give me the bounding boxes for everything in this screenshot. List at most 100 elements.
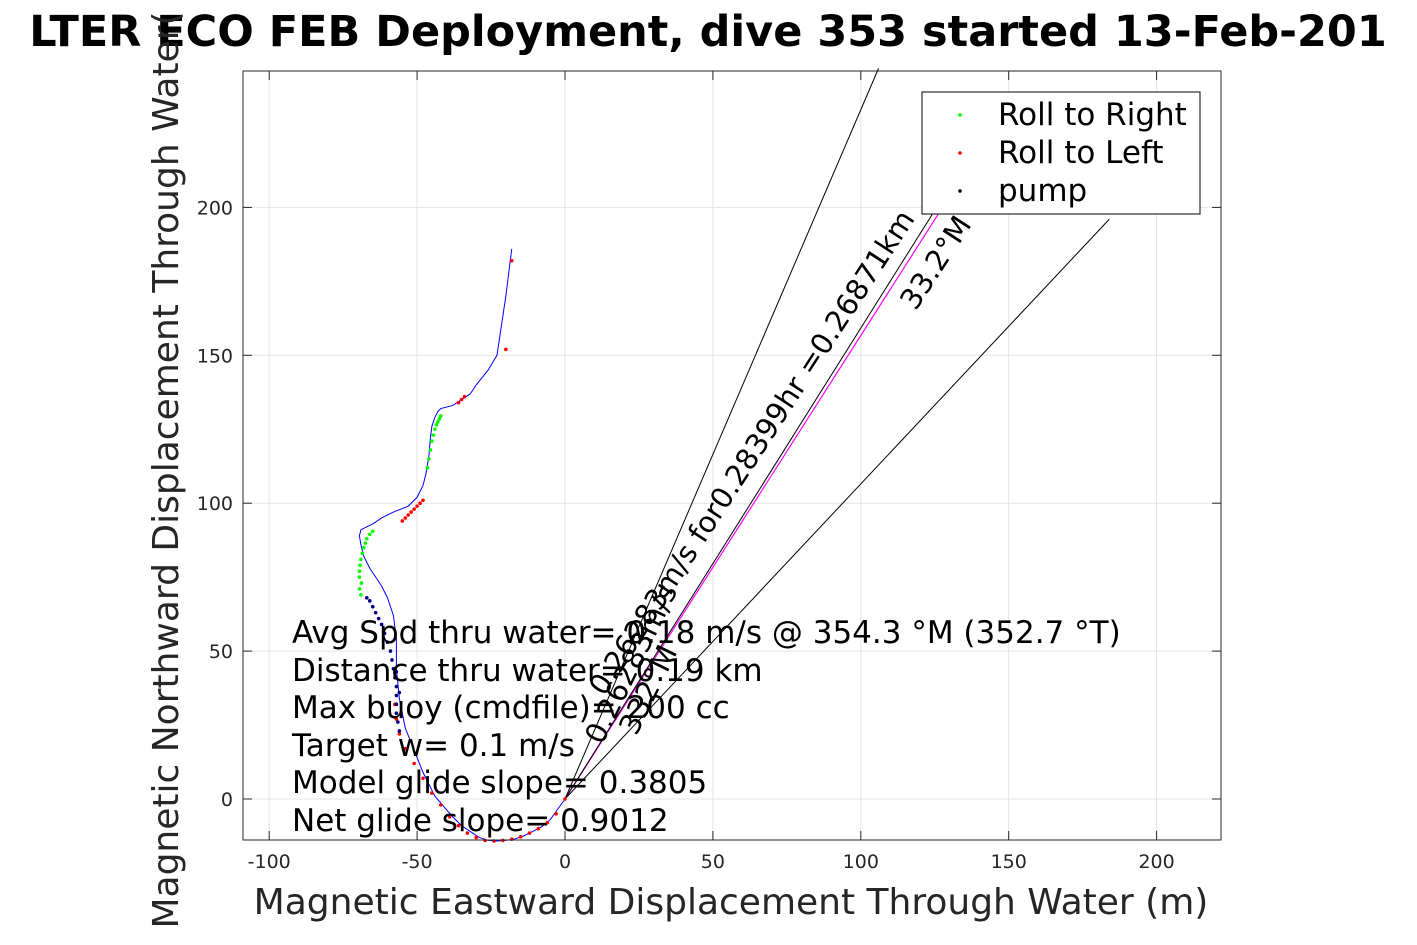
legend-label-pump: pump [998, 173, 1087, 209]
roll-right-point [360, 551, 365, 556]
legend-marker-pump [958, 189, 962, 193]
roll-right-point [434, 423, 439, 427]
pump-point [388, 649, 393, 653]
roll-left-point [459, 397, 464, 402]
pump-point [394, 693, 399, 698]
pump-point [376, 616, 381, 621]
roll-left-point [415, 504, 419, 508]
pump-point [391, 667, 396, 671]
roll-right-point [430, 439, 434, 443]
annotation-distance: Distance thru water= 0.19 km [292, 653, 763, 689]
roll-left-point [456, 823, 461, 828]
legend-label-roll-left: Roll to Left [998, 135, 1164, 171]
annotation-net-glide: Net glide slope= 0.9012 [292, 803, 669, 839]
roll-left-point [394, 717, 399, 721]
glider-track [358, 248, 566, 842]
roll-right-point [363, 541, 368, 545]
heading-wedge-line [564, 218, 1110, 800]
roll-right-point [431, 433, 436, 437]
pump-point [385, 640, 390, 645]
roll-right-point [367, 532, 372, 537]
pump-point [365, 596, 369, 600]
pump-point [394, 711, 399, 716]
y-axis-label: Magnetic Northward Displacement Through … [146, 11, 187, 928]
roll-left-point [536, 826, 541, 831]
roll-left-point [474, 835, 479, 840]
pump-point [393, 675, 397, 680]
pump-point [390, 658, 394, 662]
roll-right-point [362, 545, 366, 550]
roll-left-point [554, 811, 558, 816]
roll-left-point [421, 498, 425, 503]
roll-right-point [359, 581, 364, 585]
axis-ticks: -100 -50 0 50 100 150 200 0 50 100 150 200 [197, 71, 1221, 873]
roll-left-point [447, 814, 452, 819]
roll-left-point [465, 831, 470, 835]
roll-left-point [412, 761, 416, 766]
legend-marker-roll-right [958, 113, 962, 117]
y-tick-label: 150 [197, 345, 233, 367]
roll-left-point [409, 510, 413, 514]
legend-marker-roll-left [958, 151, 962, 155]
pump-point [373, 610, 378, 615]
roll-right-point [438, 414, 443, 418]
roll-right-point [428, 448, 433, 452]
roll-right-point [427, 457, 431, 461]
roll-left-point [430, 791, 434, 795]
annotation-max-buoy: Max buoy (cmdfile)= 200 cc [292, 690, 730, 726]
plot-frame [242, 70, 1222, 841]
y-tick-label: 0 [221, 789, 233, 811]
roll-left-point [403, 746, 408, 751]
roll-right-point [357, 575, 362, 579]
legend-label-roll-right: Roll to Right [998, 97, 1187, 133]
dive-summary-annotations: Avg Spd thru water= 0.18 m/s @ 354.3 °M … [291, 615, 1121, 839]
roll-left-point [527, 831, 532, 835]
roll-right-point [436, 420, 440, 424]
pump-point [394, 702, 399, 707]
legend-box [921, 91, 1201, 215]
roll-right-point [370, 529, 375, 534]
x-tick-label: 50 [701, 851, 725, 873]
pump-point [382, 631, 387, 636]
roll-right-point [359, 557, 363, 562]
net-heading-line-black [564, 210, 936, 800]
y-tick-label: 200 [197, 197, 233, 219]
roll-left-point [412, 507, 416, 511]
x-tick-label: 100 [843, 851, 879, 873]
x-tick-label: 200 [1138, 851, 1174, 873]
net-heading-line [564, 210, 942, 800]
y-tick-label: 100 [197, 493, 233, 515]
pump-point [397, 690, 402, 695]
roll-right-point [437, 417, 442, 421]
pump-point [379, 622, 384, 627]
roll-left-point [504, 347, 508, 352]
roll-left-point [418, 501, 422, 506]
roll-left-point [456, 400, 461, 405]
x-tick-label: -100 [248, 851, 291, 873]
roll-left-point [518, 835, 523, 839]
roll-left-point [421, 776, 425, 781]
x-tick-label: -50 [402, 851, 433, 873]
roll-right-point [358, 563, 362, 568]
roll-right-point [357, 587, 362, 591]
annotation-avg-speed: Avg Spd thru water= 0.18 m/s @ 354.3 °M … [292, 615, 1121, 651]
roll-right-point [433, 427, 437, 432]
x-axis-label: Magnetic Eastward Displacement Through W… [254, 882, 1209, 923]
roll-left-point [403, 516, 408, 520]
pump-point [394, 670, 399, 674]
roll-left-point [406, 513, 411, 517]
roll-left-point [563, 797, 567, 801]
roll-left-point [462, 394, 467, 399]
roll-right-point [365, 536, 369, 541]
annotation-model-glide: Model glide slope= 0.3805 [292, 765, 707, 801]
x-tick-label: 0 [559, 851, 571, 873]
pump-point [397, 729, 402, 733]
plot-data [357, 68, 1110, 843]
roll-left-point [545, 820, 550, 825]
heading-wedge-line [564, 68, 880, 800]
legend: Roll to Right Roll to Left pump [921, 91, 1201, 215]
chart-title: LTER ECO FEB Deployment, dive 353 starte… [29, 7, 1387, 57]
pump-point [396, 720, 400, 724]
annotation-target-w: Target w= 0.1 m/s [291, 728, 575, 764]
